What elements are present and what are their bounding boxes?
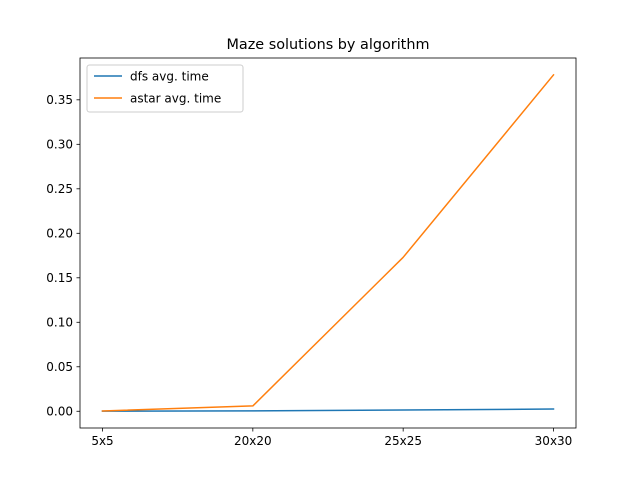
x-tick-label: 30x30 xyxy=(535,434,573,448)
legend-label-1: astar avg. time xyxy=(130,91,221,105)
series-line-0 xyxy=(101,408,555,412)
x-tick-label: 20x20 xyxy=(234,434,272,448)
legend-label-0: dfs avg. time xyxy=(130,69,209,83)
series-line-1 xyxy=(101,73,555,412)
y-tick-label: 0.30 xyxy=(46,138,73,152)
x-tick-label: 5x5 xyxy=(91,434,113,448)
y-tick-label: 0.10 xyxy=(46,316,73,330)
y-tick-label: 0.15 xyxy=(46,271,73,285)
legend: dfs avg. time astar avg. time xyxy=(86,64,244,113)
chart-title: Maze solutions by algorithm xyxy=(227,37,430,53)
y-tick-label: 0.00 xyxy=(46,405,73,419)
y-tick-label: 0.25 xyxy=(46,182,73,196)
legend-box xyxy=(86,64,244,113)
y-tick-label: 0.05 xyxy=(46,360,73,374)
plot-area: 5x5 20x20 25x25 30x30 0.00 0.05 0.10 0.15 0.20 0.… xyxy=(46,73,573,448)
y-tick-label: 0.20 xyxy=(46,227,73,241)
y-tick-label: 0.35 xyxy=(46,93,73,107)
axes-frame xyxy=(79,57,577,429)
x-tick-label: 25x25 xyxy=(384,434,422,448)
